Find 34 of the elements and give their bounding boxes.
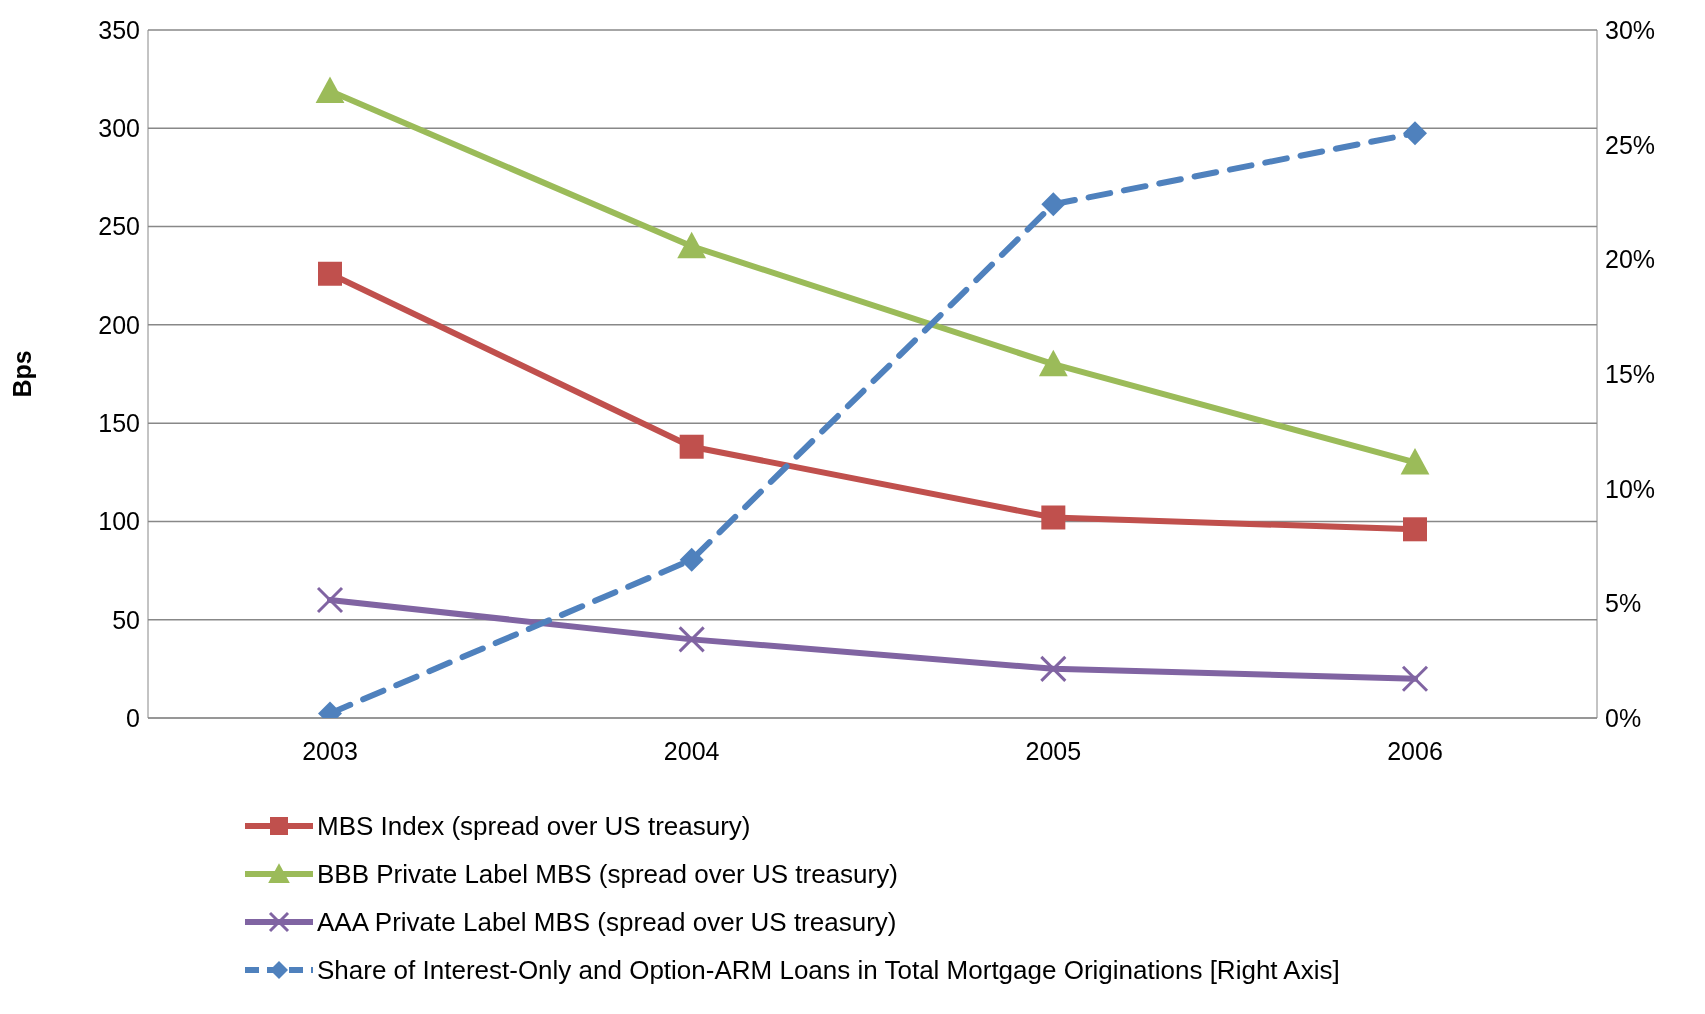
point xyxy=(1403,517,1427,542)
x-tick-label: 2005 xyxy=(1025,736,1082,765)
y-tick-label: 250 xyxy=(98,212,140,241)
y-tick-label: 200 xyxy=(98,310,140,339)
point xyxy=(318,261,342,286)
y2-tick-label: 15% xyxy=(1605,359,1656,388)
point xyxy=(1038,349,1068,377)
y2-tick-label: 5% xyxy=(1605,589,1642,618)
x-tick-label: 2006 xyxy=(1387,736,1443,765)
y-tick-label: 100 xyxy=(98,507,140,536)
y-tick-label: 50 xyxy=(112,605,140,634)
legend-label: BBB Private Label MBS (spread over US treasury) xyxy=(317,858,898,890)
y-tick-label: 0 xyxy=(126,703,140,732)
y-tick-label: 150 xyxy=(98,409,140,438)
y2-tick-label: 30% xyxy=(1605,15,1656,44)
y2-tick-label: 20% xyxy=(1605,245,1656,274)
legend-label: Share of Interest-Only and Option-ARM Loans in Total Mortgage Originations [Right Axis] xyxy=(317,954,1340,986)
y-tick-label: 300 xyxy=(98,114,140,143)
y2-tick-label: 0% xyxy=(1605,703,1642,732)
legend-label: AAA Private Label MBS (spread over US treasury) xyxy=(317,906,897,938)
point xyxy=(1041,192,1066,217)
point xyxy=(677,231,707,259)
x-tick-label: 2003 xyxy=(302,736,358,765)
x-tick-label: 2004 xyxy=(663,736,720,765)
legend-label: MBS Index (spread over US treasury) xyxy=(317,810,751,842)
point xyxy=(1403,121,1427,146)
y-tick-label: 350 xyxy=(98,15,140,44)
y2-tick-label: 10% xyxy=(1605,474,1656,503)
point xyxy=(679,434,704,459)
point xyxy=(1400,448,1430,475)
point xyxy=(1041,505,1066,530)
point xyxy=(315,76,345,103)
y2-tick-label: 25% xyxy=(1605,130,1656,159)
y-axis-title: Bps xyxy=(7,350,36,398)
